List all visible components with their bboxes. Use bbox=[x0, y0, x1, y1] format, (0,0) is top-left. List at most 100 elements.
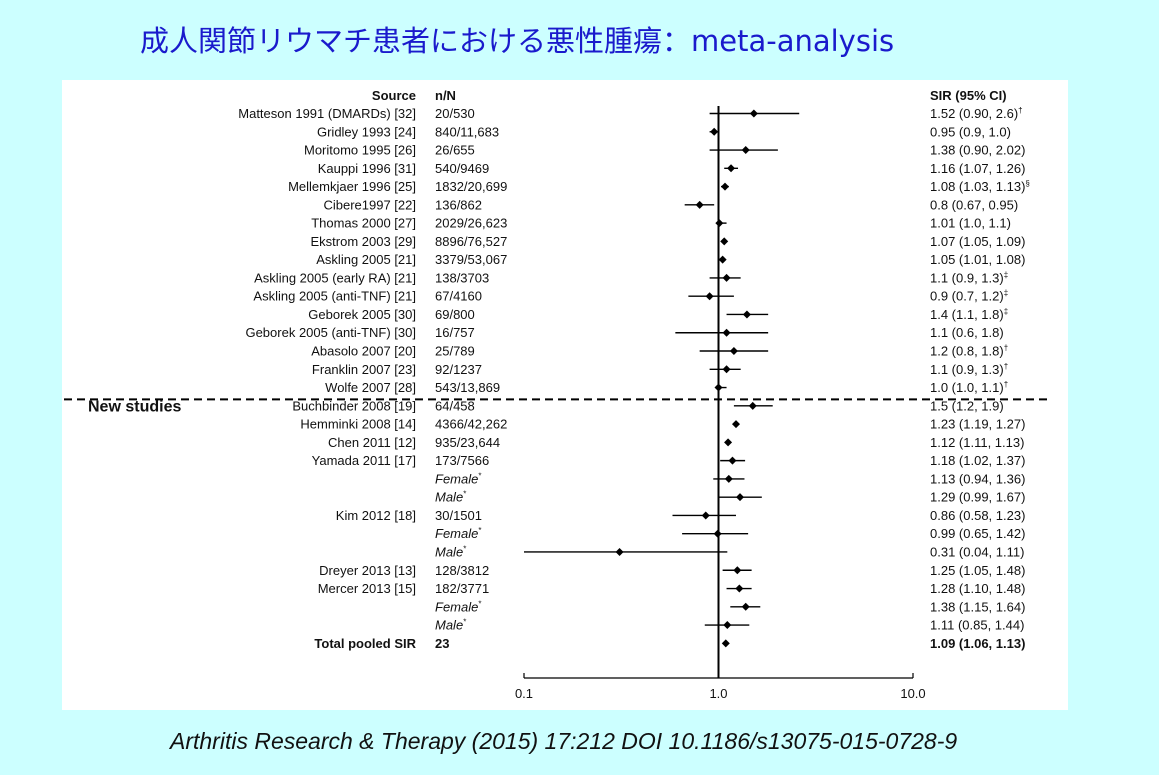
ci-value: 0.99 (0.65, 1.42) bbox=[930, 526, 1025, 541]
study-source: Total pooled SIR bbox=[314, 636, 416, 651]
subgroup-name: Female bbox=[435, 471, 478, 486]
forest-row: Female* 1.13 (0.94, 1.36) bbox=[435, 471, 1025, 486]
forest-row: Gridley 1993 [24] 840/11,683 0.95 (0.9, 1.… bbox=[317, 124, 1011, 139]
section-label: New studies bbox=[88, 398, 181, 415]
header-source: Source bbox=[372, 88, 416, 103]
ci-value: 0.9 (0.7, 1.2) bbox=[930, 289, 1004, 304]
study-source: Mercer 2013 [15] bbox=[318, 581, 416, 596]
estimate-marker bbox=[718, 255, 727, 264]
study-source: Buchbinder 2008 [19] bbox=[292, 398, 416, 413]
study-n: 3379/53,067 bbox=[435, 252, 507, 267]
study-source: Gridley 1993 [24] bbox=[317, 124, 416, 139]
estimate-marker bbox=[729, 347, 738, 356]
ci-value: 1.0 (1.0, 1.1) bbox=[930, 380, 1004, 395]
ci-value: 1.12 (1.11, 1.13) bbox=[930, 435, 1024, 450]
study-n: 26/655 bbox=[435, 143, 475, 158]
plot-axes: Source n/N SIR (95% CI) 0.1 1.0 10.0 New studi… bbox=[64, 88, 1048, 701]
forest-row: Buchbinder 2008 [19] 64/458 1.5 (1.2, 1.9) bbox=[292, 398, 1003, 413]
forest-row: Matteson 1991 (DMARDs) [32] 20/530 1.52 (0… bbox=[238, 106, 1022, 121]
forest-row: Ekstrom 2003 [29] 8896/76,527 1.07 (1.05, … bbox=[311, 234, 1026, 249]
study-ci: 1.09 (1.06, 1.13) bbox=[930, 636, 1025, 651]
estimate-marker bbox=[728, 456, 737, 465]
study-n: 8896/76,527 bbox=[435, 234, 507, 249]
ci-value: 1.13 (0.94, 1.36) bbox=[930, 471, 1025, 486]
estimate-marker bbox=[710, 127, 719, 136]
ci-value: 1.2 (0.8, 1.8) bbox=[930, 344, 1004, 359]
estimate-marker bbox=[741, 146, 750, 155]
study-n: 4366/42,262 bbox=[435, 417, 507, 432]
ci-value: 1.09 (1.06, 1.13) bbox=[930, 636, 1025, 651]
forest-row: Cibere1997 [22] 136/862 0.8 (0.67, 0.95) bbox=[323, 197, 1018, 212]
study-ci: 0.86 (0.58, 1.23) bbox=[930, 508, 1025, 523]
study-n: 30/1501 bbox=[435, 508, 482, 523]
study-source: Ekstrom 2003 [29] bbox=[311, 234, 417, 249]
ci-value: 1.5 (1.2, 1.9) bbox=[930, 398, 1004, 413]
estimate-marker bbox=[695, 200, 704, 209]
study-source: Mellemkjaer 1996 [25] bbox=[288, 179, 416, 194]
study-ci: 1.07 (1.05, 1.09) bbox=[930, 234, 1025, 249]
study-ci: 1.1 (0.9, 1.3)† bbox=[930, 362, 1008, 377]
forest-row: Thomas 2000 [27] 2029/26,623 1.01 (1.0, 1.… bbox=[311, 216, 1011, 231]
x-tick-label: 1.0 bbox=[709, 686, 727, 701]
forest-row: Askling 2005 (anti-TNF) [21] 67/4160 0.9 (… bbox=[253, 289, 1008, 304]
footnote-mark: * bbox=[478, 526, 481, 535]
estimate-marker bbox=[722, 365, 731, 374]
citation: Arthritis Research & Therapy (2015) 17:2… bbox=[170, 728, 958, 754]
header-ci: SIR (95% CI) bbox=[930, 88, 1007, 103]
forest-row: Moritomo 1995 [26] 26/655 1.38 (0.90, 2.02… bbox=[304, 143, 1025, 158]
ci-value: 1.11 (0.85, 1.44) bbox=[930, 618, 1024, 633]
subgroup-label: Male* bbox=[435, 490, 466, 505]
estimate-marker bbox=[721, 182, 730, 191]
study-n: 2029/26,623 bbox=[435, 216, 507, 231]
study-ci: 1.52 (0.90, 2.6)† bbox=[930, 106, 1023, 121]
ci-value: 1.38 (0.90, 2.02) bbox=[930, 143, 1025, 158]
footnote-mark: † bbox=[1004, 380, 1008, 389]
forest-row: Kauppi 1996 [31] 540/9469 1.16 (1.07, 1.26… bbox=[318, 161, 1026, 176]
subgroup-name: Female bbox=[435, 599, 478, 614]
ci-value: 1.01 (1.0, 1.1) bbox=[930, 216, 1011, 231]
study-ci: 1.5 (1.2, 1.9) bbox=[930, 398, 1004, 413]
study-n: 92/1237 bbox=[435, 362, 482, 377]
forest-row: Mercer 2013 [15] 182/3771 1.28 (1.10, 1.48… bbox=[318, 581, 1026, 596]
plot-rows: Matteson 1991 (DMARDs) [32] 20/530 1.52 (0… bbox=[238, 106, 1030, 651]
x-tick-label: 0.1 bbox=[515, 686, 533, 701]
forest-row: Askling 2005 [21] 3379/53,067 1.05 (1.01, … bbox=[316, 252, 1025, 267]
estimate-marker bbox=[713, 529, 722, 538]
ci-value: 1.1 (0.6, 1.8) bbox=[930, 325, 1004, 340]
estimate-marker bbox=[727, 164, 736, 173]
study-source: Askling 2005 [21] bbox=[316, 252, 416, 267]
estimate-marker bbox=[724, 438, 733, 447]
forest-row: Mellemkjaer 1996 [25] 1832/20,699 1.08 (1.… bbox=[288, 179, 1030, 194]
forest-row: Male* 0.31 (0.04, 1.11) bbox=[435, 544, 1024, 559]
study-n: 25/789 bbox=[435, 344, 475, 359]
study-source: Hemminki 2008 [14] bbox=[300, 417, 416, 432]
study-n: 67/4160 bbox=[435, 289, 482, 304]
study-ci: 1.01 (1.0, 1.1) bbox=[930, 216, 1011, 231]
study-n: 540/9469 bbox=[435, 161, 489, 176]
footnote-mark: * bbox=[478, 471, 481, 480]
ci-value: 1.16 (1.07, 1.26) bbox=[930, 161, 1025, 176]
study-source: Askling 2005 (anti-TNF) [21] bbox=[253, 289, 416, 304]
subgroup-name: Male bbox=[435, 544, 463, 559]
ci-value: 1.07 (1.05, 1.09) bbox=[930, 234, 1025, 249]
ci-value: 0.8 (0.67, 0.95) bbox=[930, 197, 1018, 212]
study-ci: 0.8 (0.67, 0.95) bbox=[930, 197, 1018, 212]
study-ci: 1.29 (0.99, 1.67) bbox=[930, 490, 1025, 505]
forest-row: Total pooled SIR 23 1.09 (1.06, 1.13) bbox=[314, 636, 1025, 651]
study-ci: 1.2 (0.8, 1.8)† bbox=[930, 344, 1008, 359]
study-ci: 0.9 (0.7, 1.2)‡ bbox=[930, 289, 1008, 304]
ci-value: 1.52 (0.90, 2.6) bbox=[930, 106, 1018, 121]
study-n: 16/757 bbox=[435, 325, 475, 340]
study-source: Yamada 2011 [17] bbox=[312, 453, 416, 468]
study-ci: 1.16 (1.07, 1.26) bbox=[930, 161, 1025, 176]
subgroup-label: Male* bbox=[435, 618, 466, 633]
study-source: Thomas 2000 [27] bbox=[311, 216, 416, 231]
footnote-mark: † bbox=[1004, 344, 1008, 353]
ci-value: 1.28 (1.10, 1.48) bbox=[930, 581, 1025, 596]
ci-value: 1.23 (1.19, 1.27) bbox=[930, 417, 1025, 432]
ci-value: 1.25 (1.05, 1.48) bbox=[930, 563, 1025, 578]
study-ci: 1.1 (0.9, 1.3)‡ bbox=[930, 270, 1008, 285]
study-ci: 1.38 (0.90, 2.02) bbox=[930, 143, 1025, 158]
estimate-marker bbox=[722, 328, 731, 337]
study-source: Kim 2012 [18] bbox=[336, 508, 416, 523]
